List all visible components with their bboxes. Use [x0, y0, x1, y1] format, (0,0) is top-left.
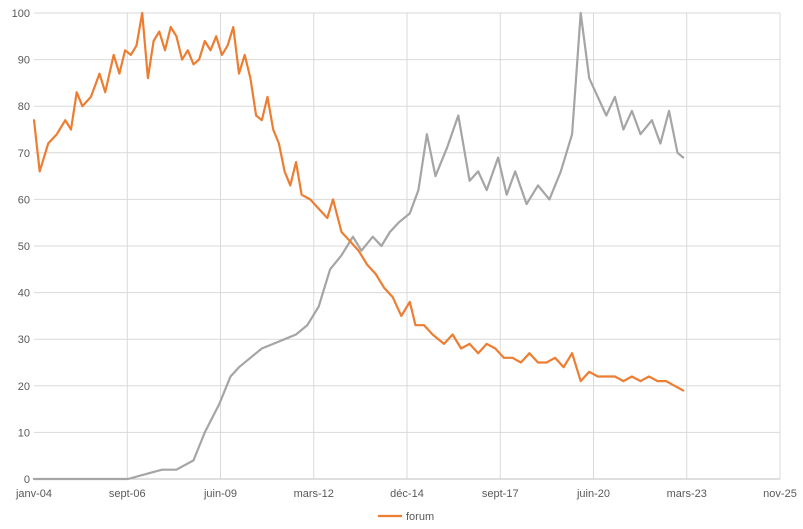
x-tick-label: mars-23 [667, 488, 707, 500]
x-tick-label: juin-09 [203, 488, 237, 500]
x-tick-label: janv-04 [15, 488, 52, 500]
legend-label: forum [406, 511, 434, 523]
y-tick-label: 90 [18, 55, 30, 67]
x-tick-label: sept-06 [109, 488, 146, 500]
y-tick-label: 50 [18, 241, 30, 253]
x-tick-label: déc-14 [390, 488, 424, 500]
legend: forum [378, 511, 434, 523]
x-tick-label: nov-25 [763, 488, 797, 500]
y-tick-label: 40 [18, 288, 30, 300]
y-tick-label: 60 [18, 194, 30, 206]
y-tick-label: 10 [18, 427, 30, 439]
series-line-forum [32, 11, 685, 392]
y-tick-label: 20 [18, 381, 30, 393]
y-tick-label: 30 [18, 334, 30, 346]
gridlines [34, 12, 781, 479]
x-tick-label: mars-12 [294, 488, 334, 500]
series-lines [32, 11, 685, 481]
x-tick-label: juin-20 [576, 488, 610, 500]
y-tick-label: 70 [18, 148, 30, 160]
x-tick-label: sept-17 [482, 488, 519, 500]
y-tick-label: 80 [18, 101, 30, 113]
x-axis: janv-04 sept-06 juin-09 mars-12 déc-14 sept-1… [15, 478, 797, 500]
series-line-unnamed [32, 11, 685, 481]
y-axis: 0 10 20 30 40 50 60 70 80 90 100 [12, 8, 30, 486]
y-tick-label: 0 [24, 474, 30, 486]
y-tick-label: 100 [12, 8, 30, 20]
